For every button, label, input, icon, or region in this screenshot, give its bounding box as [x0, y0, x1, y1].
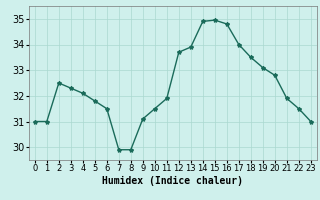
X-axis label: Humidex (Indice chaleur): Humidex (Indice chaleur) — [102, 176, 243, 186]
